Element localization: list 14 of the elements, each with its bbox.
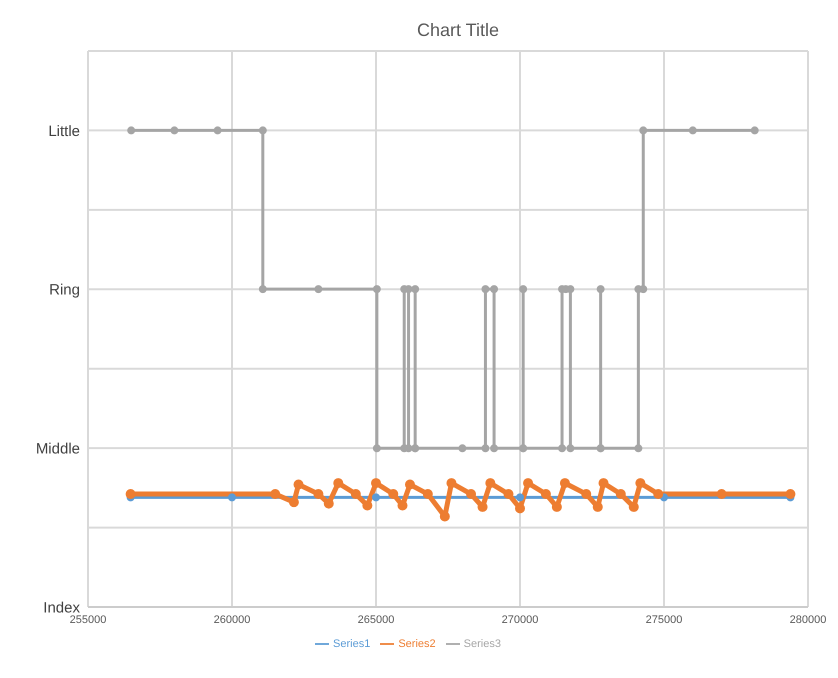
x-tick-label: 270000 xyxy=(502,614,538,626)
legend-label: Series2 xyxy=(398,638,436,650)
text: Middle xyxy=(36,440,80,458)
text: Index xyxy=(43,599,80,616)
x-tick-label: 255000 xyxy=(70,614,106,626)
x-tick-label: 260000 xyxy=(214,614,250,626)
legend-label: Series1 xyxy=(333,638,370,650)
text: Little xyxy=(48,122,80,140)
x-tick-label: 280000 xyxy=(790,614,826,626)
text: Ring xyxy=(49,282,80,299)
x-tick-label: 265000 xyxy=(358,614,394,626)
x-tick-label: 275000 xyxy=(646,614,682,626)
chart-title: Chart Title xyxy=(416,20,500,41)
legend-label: Series3 xyxy=(464,638,501,650)
